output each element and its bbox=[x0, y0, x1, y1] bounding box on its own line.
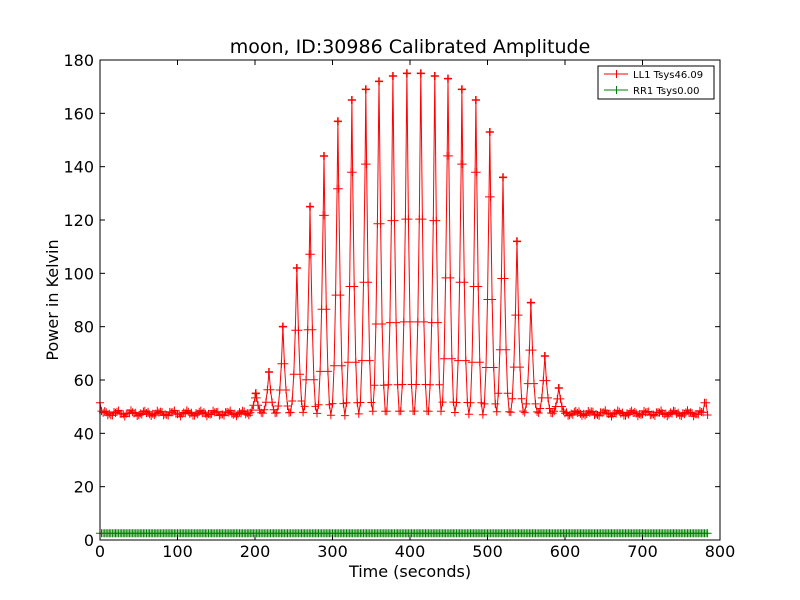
ll1-peak-point bbox=[540, 352, 549, 360]
x-tick-label: 800 bbox=[705, 542, 736, 561]
chart-title: moon, ID:30986 Calibrated Amplitude bbox=[230, 36, 591, 58]
y-tick-label: 140 bbox=[63, 158, 94, 177]
ll1-peak-point bbox=[306, 202, 315, 211]
x-tick-label: 200 bbox=[240, 542, 271, 561]
ll1-peak-point bbox=[471, 96, 480, 104]
x-axis-label: Time (seconds) bbox=[348, 562, 471, 581]
x-tick-label: 700 bbox=[627, 542, 658, 561]
series-rr1-markers bbox=[96, 529, 712, 538]
ll1-peak-point bbox=[402, 69, 411, 78]
y-axis-label: Power in Kelvin bbox=[43, 239, 62, 360]
ticks-layer: 0 100 200 300 400 500 600 700 800 0 20 40 60 80 100 120… bbox=[63, 51, 735, 561]
x-tick-label: 600 bbox=[550, 542, 581, 561]
ll1-peak-point bbox=[251, 389, 260, 398]
ll1-peak-point bbox=[416, 69, 425, 78]
ll1-peak-point bbox=[333, 117, 342, 126]
ll1-peak-point bbox=[361, 85, 370, 94]
legend-marker-rr1 bbox=[612, 86, 621, 94]
ll1-peak-point bbox=[375, 77, 383, 86]
ll1-peak-point bbox=[430, 72, 439, 80]
x-tick-label: 300 bbox=[317, 542, 348, 561]
y-tick-label: 40 bbox=[74, 424, 94, 443]
y-tick-label: 160 bbox=[63, 104, 94, 123]
ll1-peak-point bbox=[512, 237, 521, 246]
x-tick-label: 100 bbox=[162, 542, 193, 561]
legend-label-rr1: RR1 Tsys0.00 bbox=[633, 86, 700, 97]
ll1-peak-point bbox=[443, 74, 452, 83]
ll1-peak-point bbox=[264, 368, 273, 376]
legend-label-ll1: LL1 Tsys46.09 bbox=[633, 70, 703, 81]
ll1-peak-point bbox=[554, 384, 563, 392]
x-tick-label: 400 bbox=[395, 542, 426, 561]
y-tick-label: 0 bbox=[84, 531, 94, 550]
y-tick-label: 180 bbox=[63, 51, 94, 70]
ll1-peak-point bbox=[292, 264, 301, 272]
ll1-peak-point bbox=[347, 96, 356, 104]
ll1-peak-point bbox=[457, 85, 466, 94]
ll1-peak-point bbox=[526, 298, 535, 307]
legend-box bbox=[597, 65, 715, 100]
ll1-peak-point bbox=[499, 173, 507, 182]
ll1-peak-point bbox=[388, 72, 397, 80]
y-tick-label: 100 bbox=[63, 264, 94, 283]
x-tick-label: 500 bbox=[472, 542, 503, 561]
x-tick-label: 0 bbox=[95, 542, 105, 561]
ll1-peak-point bbox=[319, 152, 328, 160]
ll1-peak-point bbox=[485, 128, 494, 136]
y-tick-label: 120 bbox=[63, 211, 94, 230]
y-tick-label: 80 bbox=[74, 318, 94, 337]
series-layer bbox=[96, 69, 712, 538]
legend-marker-ll1 bbox=[612, 70, 621, 78]
ll1-peak-point bbox=[278, 322, 287, 331]
legend: LL1 Tsys46.09 RR1 Tsys0.00 bbox=[597, 65, 715, 100]
y-tick-label: 60 bbox=[74, 371, 94, 390]
y-tick-label: 20 bbox=[74, 478, 94, 497]
